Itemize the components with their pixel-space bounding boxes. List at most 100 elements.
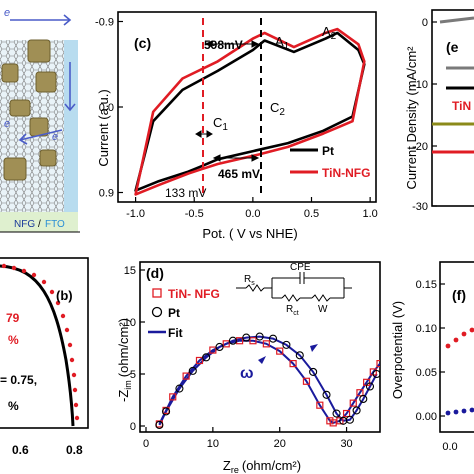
panel-label-b: (b) xyxy=(56,288,73,303)
annot-a1: A1 xyxy=(275,34,290,52)
d-point-pt xyxy=(255,332,264,341)
e-ytick-label: -30 xyxy=(412,201,428,213)
d-point-pt xyxy=(352,406,361,415)
d-point-pt xyxy=(175,384,184,393)
substrate-band xyxy=(0,212,78,232)
panel-label-d: (d) xyxy=(146,265,164,281)
b-curve-red xyxy=(1,263,80,421)
b-xtick-0: 0.6 xyxy=(12,443,29,457)
d-point-tin-nfg xyxy=(195,356,204,365)
panel-c: (c) -1.0 -0.5 0.0 0.5 1.0 -0.9 0.0 0.9 598mV A1… xyxy=(95,11,378,241)
electron-label-3: e xyxy=(52,131,58,143)
plot-frame-e xyxy=(431,9,474,207)
d-point-tin-nfg xyxy=(289,360,297,368)
legend-d: TiN- NFG Pt Fit xyxy=(148,287,220,340)
ylabel-c: Current (a.u.) xyxy=(96,89,111,166)
d-xtick-label: 10 xyxy=(207,438,219,450)
panel-label-f: (f) xyxy=(452,287,466,303)
f-ytick-label: 0.10 xyxy=(416,323,437,335)
f-ytick-label: 0.00 xyxy=(416,411,437,423)
d-xtick-label: 30 xyxy=(340,438,352,450)
c-xtick-label: -0.5 xyxy=(185,208,204,220)
panel-a: e e e NFG / FTO xyxy=(0,7,80,233)
b-text-pct-black: % xyxy=(8,399,19,413)
dimension-arrows xyxy=(195,40,260,162)
d-ytick-label: 5 xyxy=(130,369,136,381)
d-point-pt xyxy=(162,407,171,416)
annot-133mv: 133 mV xyxy=(165,186,206,200)
d-point-tin-nfg xyxy=(336,417,344,425)
d-point-pt xyxy=(322,390,331,399)
panel-d: (d) 0 10 20 30 0 5 10 15 Rs CPE Rct W TiN- NFG xyxy=(116,261,381,474)
d-point-tin-nfg xyxy=(356,389,364,397)
e-ytick-label: -10 xyxy=(412,79,428,91)
legend-slash: / xyxy=(38,219,41,230)
d-point-tin-nfg xyxy=(169,393,177,401)
ylabel-e: Current Density (mA/cm² xyxy=(404,46,419,190)
d-point-pt xyxy=(228,336,237,345)
d-point-pt xyxy=(345,415,354,424)
electron-label: e xyxy=(4,7,10,19)
panel-label-c: (c) xyxy=(134,35,151,51)
legend-d-fit: Fit xyxy=(168,326,183,340)
annot-c2: C2 xyxy=(270,100,285,118)
d-ytick-label: 10 xyxy=(124,317,136,329)
annot-465mv: 465 mV xyxy=(218,167,260,181)
d-point-pt xyxy=(365,382,375,391)
d-point-pt xyxy=(155,420,164,430)
omega-label: ω xyxy=(240,365,254,382)
plot-frame-f xyxy=(439,261,474,433)
plot-frame-b xyxy=(0,257,89,429)
panel-b: (b) 79 % = 0.75, % 0.6 0.8 xyxy=(0,257,89,457)
equivalent-circuit xyxy=(236,272,352,302)
annot-598mv: 598mV xyxy=(204,38,243,52)
circuit-rs: Rs xyxy=(244,274,255,287)
legend-d-tin: TiN- NFG xyxy=(168,287,220,301)
d-point-tin-nfg xyxy=(262,340,270,348)
d-point-tin-nfg xyxy=(182,372,190,380)
annot-a2: A2 xyxy=(322,24,337,42)
d-point-pt xyxy=(202,353,211,362)
c-xtick-label: -1.0 xyxy=(126,208,145,220)
b-text-79: 79 xyxy=(6,311,20,325)
d-fit-line xyxy=(158,339,380,425)
f-ytick-label: 0.15 xyxy=(416,279,437,291)
d-point-pt xyxy=(309,367,318,376)
f-data xyxy=(445,327,474,416)
d-point-tin-nfg xyxy=(329,419,337,427)
d-point-pt xyxy=(332,409,341,418)
d-point-pt xyxy=(282,340,291,349)
d-ytick-label: 0 xyxy=(130,421,136,433)
electron-label-2: e xyxy=(4,118,10,130)
d-point-pt xyxy=(188,366,197,375)
d-xtick-label: 0 xyxy=(143,438,149,450)
f-xtick-label: 0.0 xyxy=(442,441,457,453)
b-text-pct-red: % xyxy=(8,333,19,347)
c-xtick-label: 0.5 xyxy=(304,208,319,220)
panel-label-e: (e xyxy=(446,39,459,55)
d-point-tin-nfg xyxy=(302,377,311,385)
c-xtick-label: 0.0 xyxy=(245,208,260,220)
d-point-tin-nfg xyxy=(276,347,284,355)
ylabel-d: -Zim(ohm/cm²) xyxy=(116,318,133,402)
d-point-tin-nfg xyxy=(316,401,324,409)
ylabel-f: Overpotential (V) xyxy=(390,301,405,399)
d-arrow-1 xyxy=(258,356,266,364)
d-point-tin-nfg xyxy=(249,337,257,345)
panel-f: Overpotential (V) (f) 0.00 0.05 0.10 0.15 0.… xyxy=(390,261,474,453)
xlabel-d: Zre (ohm/cm²) xyxy=(223,458,301,474)
e-curve-gray xyxy=(439,16,474,24)
e-legend-tin: TiN xyxy=(452,99,471,113)
d-ytick-label: 15 xyxy=(124,265,136,277)
d-point-pt xyxy=(268,334,278,343)
f-ytick-label: 0.05 xyxy=(416,367,437,379)
c-ytick-label: 0.9 xyxy=(99,188,114,200)
c-ytick-label: 0.0 xyxy=(99,102,114,114)
d-point-pt xyxy=(372,369,380,379)
plot-frame-d xyxy=(139,261,381,433)
b-curve-black xyxy=(0,264,75,427)
electron-arrows xyxy=(10,14,76,145)
e-ytick-label: 0 xyxy=(422,17,428,29)
d-point-pt xyxy=(215,342,224,352)
